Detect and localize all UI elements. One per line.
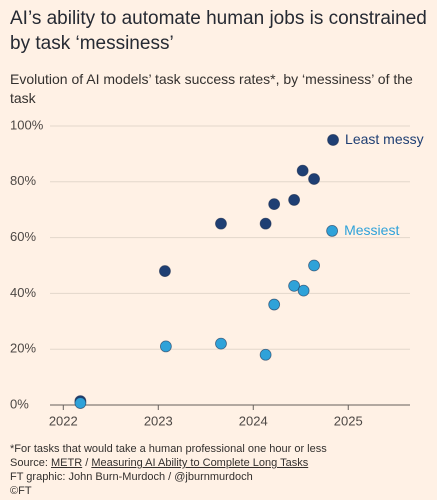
y-tick-label: 0% [10,396,29,411]
data-point [215,217,227,230]
data-point [296,164,309,177]
data-point [288,279,301,292]
x-tick-label: 2024 [239,413,268,428]
data-point [159,340,172,353]
data-point [259,348,272,361]
source-separator: / [85,457,89,469]
x-tick-label: 2023 [144,413,173,428]
data-point [159,265,171,277]
footnote: *For tasks that would take a human profe… [10,443,327,455]
source-link[interactable]: Measuring AI Ability to Complete Long Ta… [91,457,309,469]
chart-title: AI’s ability to automate human jobs is c… [10,8,427,54]
credit: FT graphic: John Burn-Murdoch / @jburnmu… [10,471,253,483]
data-point [326,225,339,237]
source-line: Source: METR / Measuring AI Ability to C… [10,456,430,470]
data-point [327,134,339,146]
x-tick-label: 2025 [334,413,363,428]
data-point [268,298,281,311]
y-tick-label: 80% [10,173,36,188]
data-point [268,198,281,211]
y-tick-label: 40% [10,285,36,300]
legend-label: Messiest [344,221,400,238]
legend-label: Least messy [345,130,424,147]
source-label: Source: [10,457,48,469]
y-tick-label: 100% [10,117,44,132]
data-point [215,337,227,350]
data-point [74,397,87,409]
data-point [259,217,272,230]
source-link[interactable]: METR [50,457,83,469]
footer: *For tasks that would take a human profe… [10,442,430,498]
data-point [308,173,320,185]
data-point [297,284,310,297]
chart-subtitle: Evolution of AI models’ task success rat… [10,71,413,106]
x-tick-label: 2022 [49,413,78,428]
data-point [288,194,301,206]
y-tick-label: 20% [10,341,36,356]
copyright: ©FT [10,485,32,497]
data-point [308,259,320,272]
y-tick-label: 60% [10,229,36,244]
